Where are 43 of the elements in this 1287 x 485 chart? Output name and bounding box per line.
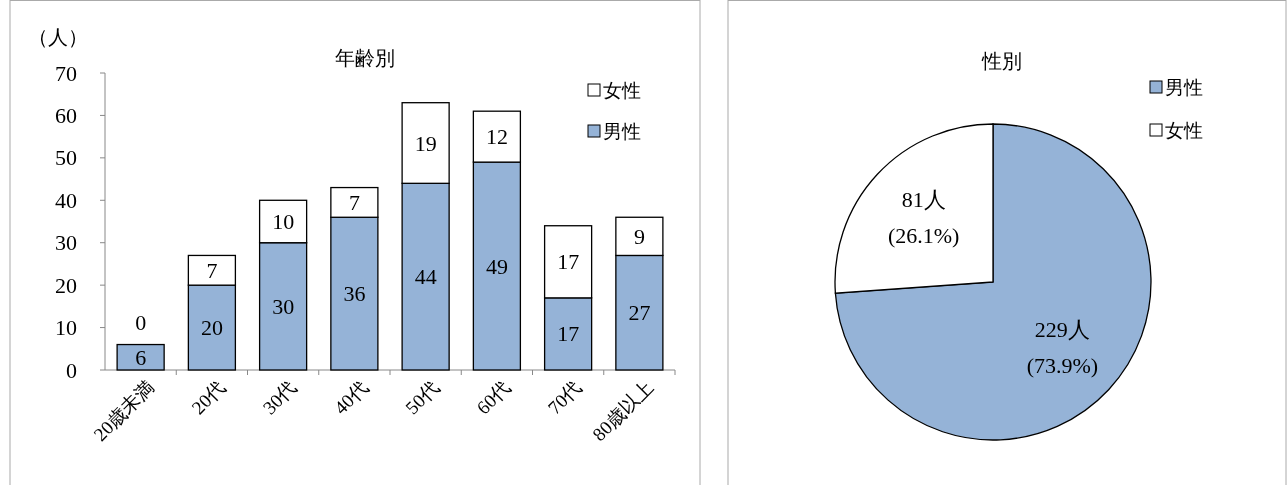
data-label: 44	[414, 264, 437, 290]
data-label: 49	[485, 253, 508, 279]
legend-label: 男性	[1165, 76, 1203, 98]
x-tick-label: 20代	[187, 376, 230, 419]
x-tick-label: 30代	[258, 376, 301, 419]
data-label: 19	[414, 130, 437, 156]
data-label: 9	[633, 223, 645, 249]
chart-title: 性別	[981, 50, 1022, 72]
data-label: 12	[485, 124, 508, 150]
x-tick-label: 60代	[472, 376, 515, 419]
data-label: 36	[343, 281, 366, 307]
x-tick-label: 80歳以上	[588, 376, 657, 446]
y-axis-title: （人）	[28, 26, 88, 48]
x-tick-label: 20歳未満	[89, 376, 159, 446]
y-tick-label: 10	[55, 315, 77, 341]
data-label: 7	[206, 257, 218, 283]
y-tick-label: 20	[55, 272, 77, 298]
legend-label: 女性	[603, 79, 641, 101]
data-label: 17	[557, 321, 580, 347]
data-label: 229人 (73.9%)	[1026, 316, 1099, 378]
chart-title: 年齢別	[335, 47, 395, 69]
y-tick-label: 50	[55, 145, 77, 171]
data-label: 6	[135, 344, 147, 370]
x-tick-label: 70代	[543, 376, 586, 419]
data-label: 10	[272, 209, 295, 234]
data-label: 0	[135, 310, 147, 336]
x-tick-label: 50代	[401, 376, 444, 419]
y-tick-label: 70	[55, 60, 77, 86]
data-label: 17	[557, 249, 580, 275]
x-tick-label: 40代	[330, 376, 372, 419]
data-label: 7	[348, 189, 360, 215]
legend-label: 男性	[603, 120, 641, 142]
data-label: 81人 (26.1%)	[887, 186, 960, 248]
data-label: 20	[200, 315, 223, 341]
data-label: 30	[272, 293, 295, 319]
y-tick-label: 30	[55, 230, 77, 256]
data-label: 27	[628, 300, 651, 326]
y-tick-label: 60	[55, 102, 77, 128]
bar	[116, 343, 165, 371]
pie-slice	[834, 123, 1152, 441]
y-tick-label: 0	[66, 357, 77, 383]
y-tick-label: 40	[55, 187, 77, 213]
legend-label: 女性	[1165, 119, 1203, 141]
